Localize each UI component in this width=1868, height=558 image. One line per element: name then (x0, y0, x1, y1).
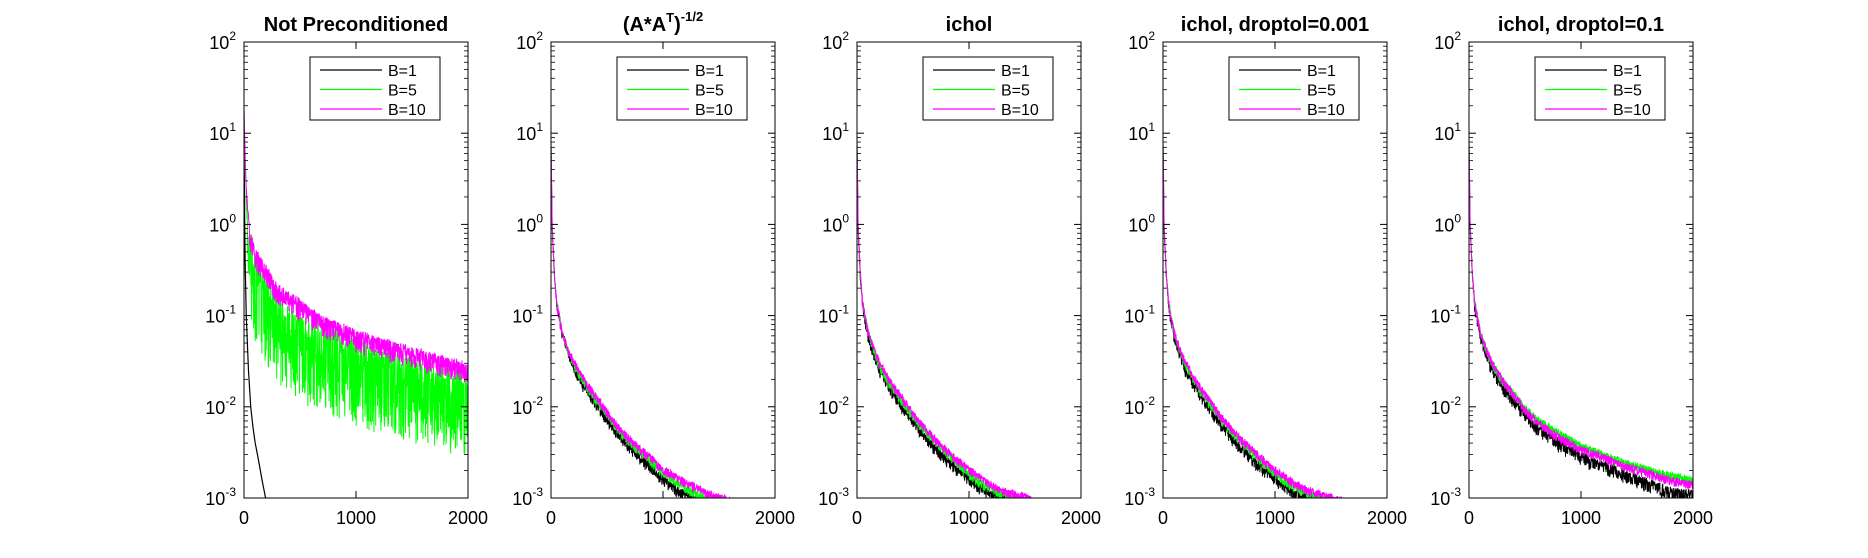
legend-label: B=5 (695, 83, 724, 100)
legend-label: B=1 (388, 63, 417, 80)
series-line-b10 (244, 107, 468, 383)
series-line-b1 (551, 143, 702, 498)
x-tick-label: 1000 (1561, 508, 1601, 528)
y-tick-label: 10-2 (1124, 394, 1155, 418)
legend-label: B=1 (1613, 63, 1642, 80)
y-tick-label: 100 (1128, 211, 1155, 235)
legend-label: B=5 (388, 83, 417, 100)
x-tick-label: 0 (239, 508, 249, 528)
series-group (244, 107, 468, 498)
y-tick-label: 101 (516, 120, 543, 144)
y-tick-label: 10-3 (1430, 485, 1461, 509)
chart-title: (A*AT)-1/2 (623, 9, 703, 36)
series-group (551, 141, 731, 498)
series-group (1163, 141, 1343, 498)
x-tick-label: 0 (1158, 508, 1168, 528)
x-tick-label: 1000 (1255, 508, 1295, 528)
legend: B=1 B=5 B=10 (1228, 56, 1360, 121)
y-tick-label: 10-1 (818, 303, 849, 327)
x-tick-label: 1000 (643, 508, 683, 528)
legend-label: B=10 (1613, 102, 1651, 119)
x-tick-label: 2000 (1673, 508, 1713, 528)
series-line-b1 (857, 141, 1014, 498)
legend-label: B=1 (1001, 63, 1030, 80)
y-tick-label: 10-2 (1430, 394, 1461, 418)
legend-label: B=5 (1613, 83, 1642, 100)
series-line-b10 (551, 141, 731, 498)
x-tick-label: 2000 (1367, 508, 1407, 528)
legend-label: B=10 (1307, 102, 1345, 119)
legend-label: B=10 (1001, 102, 1039, 119)
subplot-5: 102 101 100 10-1 10-2 10-30 1000 2000 ichol, dro… (1430, 14, 1713, 528)
y-tick-label: 10-3 (818, 485, 849, 509)
series-line-b10 (857, 142, 1036, 498)
y-tick-label: 10-1 (512, 303, 543, 327)
legend-label: B=5 (1001, 83, 1030, 100)
x-tick-label: 1000 (336, 508, 376, 528)
y-tick-label: 101 (209, 120, 236, 144)
y-tick-label: 101 (1434, 120, 1461, 144)
y-tick-label: 100 (822, 211, 849, 235)
x-tick-label: 0 (1464, 508, 1474, 528)
x-tick-label: 1000 (949, 508, 989, 528)
y-tick-label: 10-1 (1124, 303, 1155, 327)
series-group (857, 141, 1036, 498)
y-tick-label: 102 (822, 29, 849, 53)
legend-label: B=10 (388, 102, 426, 119)
subplot-4: 102 101 100 10-1 10-2 10-30 1000 2000 ichol, dro… (1124, 14, 1407, 528)
subplot-1: 102 101 100 10-1 10-2 10-30 1000 2000 Not Precon… (205, 14, 488, 528)
series-line-b5 (244, 107, 468, 455)
y-tick-label: 102 (209, 29, 236, 53)
y-tick-label: 100 (516, 211, 543, 235)
series-line-b10 (1163, 143, 1343, 498)
y-tick-label: 102 (1434, 29, 1461, 53)
legend-label: B=1 (1307, 63, 1336, 80)
chart-title: ichol, droptol=0.001 (1181, 14, 1369, 36)
y-tick-label: 102 (516, 29, 543, 53)
y-tick-label: 10-2 (205, 394, 236, 418)
y-tick-label: 10-3 (512, 485, 543, 509)
legend: B=1 B=5 B=10 (1534, 56, 1666, 121)
chart-title: ichol, droptol=0.1 (1498, 14, 1664, 36)
y-tick-label: 10-1 (1430, 303, 1461, 327)
y-tick-label: 101 (1128, 120, 1155, 144)
y-tick-label: 10-3 (1124, 485, 1155, 509)
x-tick-label: 0 (546, 508, 556, 528)
legend: B=1 B=5 B=10 (922, 56, 1054, 121)
chart-title: ichol (946, 14, 993, 36)
y-tick-label: 10-1 (205, 303, 236, 327)
legend: B=1 B=5 B=10 (309, 56, 441, 121)
series-line-b5 (1469, 142, 1693, 486)
x-tick-label: 2000 (1061, 508, 1101, 528)
y-tick-label: 10-3 (205, 485, 236, 509)
x-tick-label: 0 (852, 508, 862, 528)
y-tick-label: 100 (209, 211, 236, 235)
y-tick-label: 101 (822, 120, 849, 144)
y-tick-label: 10-2 (818, 394, 849, 418)
legend-label: B=1 (695, 63, 724, 80)
x-tick-label: 2000 (755, 508, 795, 528)
series-line-b1 (1163, 142, 1320, 498)
y-tick-label: 100 (1434, 211, 1461, 235)
legend: B=1 B=5 B=10 (616, 56, 748, 121)
y-tick-label: 10-2 (512, 394, 543, 418)
chart-title: Not Preconditioned (264, 14, 448, 36)
legend-label: B=5 (1307, 83, 1336, 100)
series-line-b5 (857, 143, 1031, 498)
legend-label: B=10 (695, 102, 733, 119)
subplot-2: 102 101 100 10-1 10-2 10-30 1000 2000 (A*AT)-1/2… (512, 9, 795, 528)
series-line-b10 (1469, 141, 1693, 490)
series-group (1469, 141, 1693, 498)
y-tick-label: 102 (1128, 29, 1155, 53)
series-line-b1 (1469, 143, 1693, 498)
x-tick-label: 2000 (448, 508, 488, 528)
